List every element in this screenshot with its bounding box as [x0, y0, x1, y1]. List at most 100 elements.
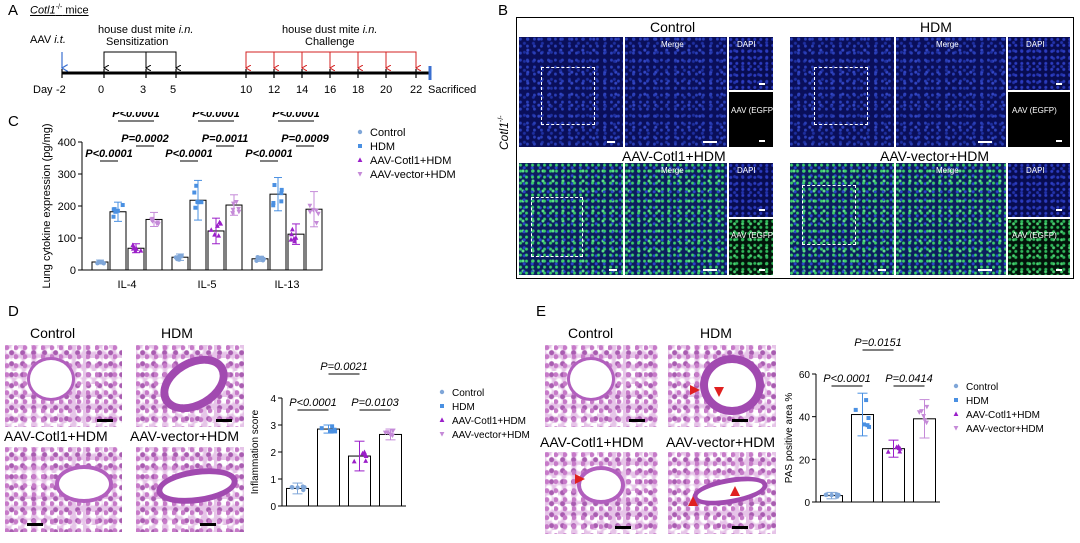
- data-point: [292, 238, 297, 244]
- scale-bar: [759, 269, 765, 271]
- scale-bar: [878, 269, 886, 271]
- data-point: [254, 258, 259, 263]
- data-point: [208, 227, 214, 232]
- day-label-0: -2: [56, 84, 66, 96]
- pvalue: P=0.0009: [281, 133, 329, 145]
- scale-bar: [1056, 83, 1062, 85]
- y-tick-label: 100: [58, 233, 76, 245]
- panel-letter-b: B: [498, 2, 509, 19]
- data-point: [885, 449, 891, 454]
- data-point: [195, 199, 200, 204]
- legend-marker: [440, 404, 444, 408]
- d-title-control: Control: [30, 325, 76, 341]
- legend-label: HDM: [452, 402, 475, 413]
- data-point: [216, 233, 222, 238]
- data-point: [319, 426, 324, 431]
- y-tick-label: 60: [799, 370, 811, 381]
- e-title-aav-cotl1: AAV-Cotl1+HDM: [540, 434, 644, 450]
- data-point: [230, 211, 235, 216]
- pvalue: P=0.0414: [885, 373, 932, 385]
- b-title-hdm: HDM: [920, 19, 952, 35]
- y-axis-label: Inflammation score: [250, 409, 261, 494]
- pvalue: P<0.0001: [272, 112, 319, 120]
- y-axis-label: PAS positive area %: [784, 393, 795, 484]
- scale-bar: [27, 523, 43, 526]
- hdm-chal-route: i.n.: [362, 24, 378, 36]
- d-aav-vector-histology: [136, 447, 244, 532]
- data-point: [279, 187, 284, 192]
- scale-bar: [978, 269, 992, 271]
- data-point: [867, 424, 872, 429]
- data-point: [289, 231, 294, 237]
- scale-bar: [1056, 209, 1062, 211]
- data-point: [834, 492, 839, 497]
- data-point: [192, 190, 197, 195]
- data-point: [363, 453, 369, 458]
- data-point: [289, 226, 295, 232]
- legend-marker: [357, 129, 363, 135]
- data-point: [173, 255, 179, 260]
- pvalue: P<0.0001: [823, 373, 870, 385]
- data-point: [271, 200, 276, 205]
- b-control-zoom-box: [541, 67, 595, 125]
- x-tick-label: IL-5: [198, 279, 217, 291]
- y-tick-label: 0: [804, 498, 810, 509]
- scale-bar: [615, 526, 631, 529]
- data-point: [130, 246, 136, 251]
- hdm-chal-label: house dust mite i.n.: [282, 24, 377, 36]
- d-aav-cotl1-histology: [5, 447, 122, 532]
- chart-d: 0 1 2 3 4 Inflammation score P=0.0021 P<0.0001 P…: [250, 361, 530, 513]
- pvalue: P<0.0001: [245, 148, 292, 160]
- b-title-control: Control: [650, 19, 696, 35]
- legend-marker: [357, 172, 363, 177]
- sacrificed-label: Sacrificed: [428, 84, 477, 96]
- scale-bar: [759, 83, 765, 85]
- dapi-label: DAPI: [737, 40, 756, 49]
- data-point: [864, 398, 869, 403]
- x-tick-label: IL-4: [118, 279, 137, 291]
- data-point: [199, 200, 204, 205]
- data-point: [176, 257, 182, 262]
- data-point: [919, 409, 924, 414]
- panel-b-row-label: Cotl1-/-: [497, 115, 511, 150]
- scale-bar: [1056, 269, 1062, 271]
- e-aav-cotl1-histology: [545, 452, 658, 534]
- hdm-sens-route: i.n.: [178, 24, 194, 36]
- legend-marker: [439, 389, 445, 395]
- pvalue: P<0.0001: [112, 112, 159, 120]
- data-point: [921, 414, 927, 419]
- data-point: [288, 237, 294, 242]
- scale-bar: [607, 141, 615, 143]
- data-point: [96, 259, 102, 264]
- data-point: [212, 231, 217, 237]
- d-title-aav-vector: AAV-vector+HDM: [130, 428, 240, 444]
- pvalue: P=0.0103: [351, 397, 399, 409]
- day-label-7: 16: [324, 84, 337, 96]
- merge-label: Merge: [936, 166, 959, 175]
- day-label-3: 5: [170, 84, 177, 96]
- data-point: [279, 191, 284, 196]
- mice-gene: Cotl1: [30, 4, 56, 17]
- challenge-label: Challenge: [305, 36, 355, 48]
- hdm-sens-text: house dust mite: [98, 24, 176, 36]
- b-hdm-egfp: AAV (EGFP): [1008, 92, 1070, 147]
- dapi-label: DAPI: [737, 166, 756, 175]
- y-tick-label: 20: [799, 455, 811, 466]
- data-point: [155, 220, 161, 225]
- pvalue: P<0.0001: [192, 112, 239, 120]
- scale-bar: [732, 419, 748, 422]
- b-title-aav-cotl1: AAV-Cotl1+HDM: [622, 148, 726, 164]
- pvalue: P<0.0001: [85, 148, 132, 160]
- legend-label: HDM: [370, 141, 395, 153]
- data-point: [112, 207, 117, 212]
- d-control-histology: [5, 345, 122, 427]
- data-point: [333, 429, 338, 434]
- legend-label: HDM: [966, 396, 989, 407]
- e-title-control: Control: [568, 325, 614, 341]
- data-point: [390, 433, 395, 439]
- data-point: [307, 209, 313, 215]
- data-point: [231, 201, 236, 207]
- bar: [145, 218, 163, 271]
- data-point: [315, 211, 321, 217]
- data-point: [236, 209, 242, 215]
